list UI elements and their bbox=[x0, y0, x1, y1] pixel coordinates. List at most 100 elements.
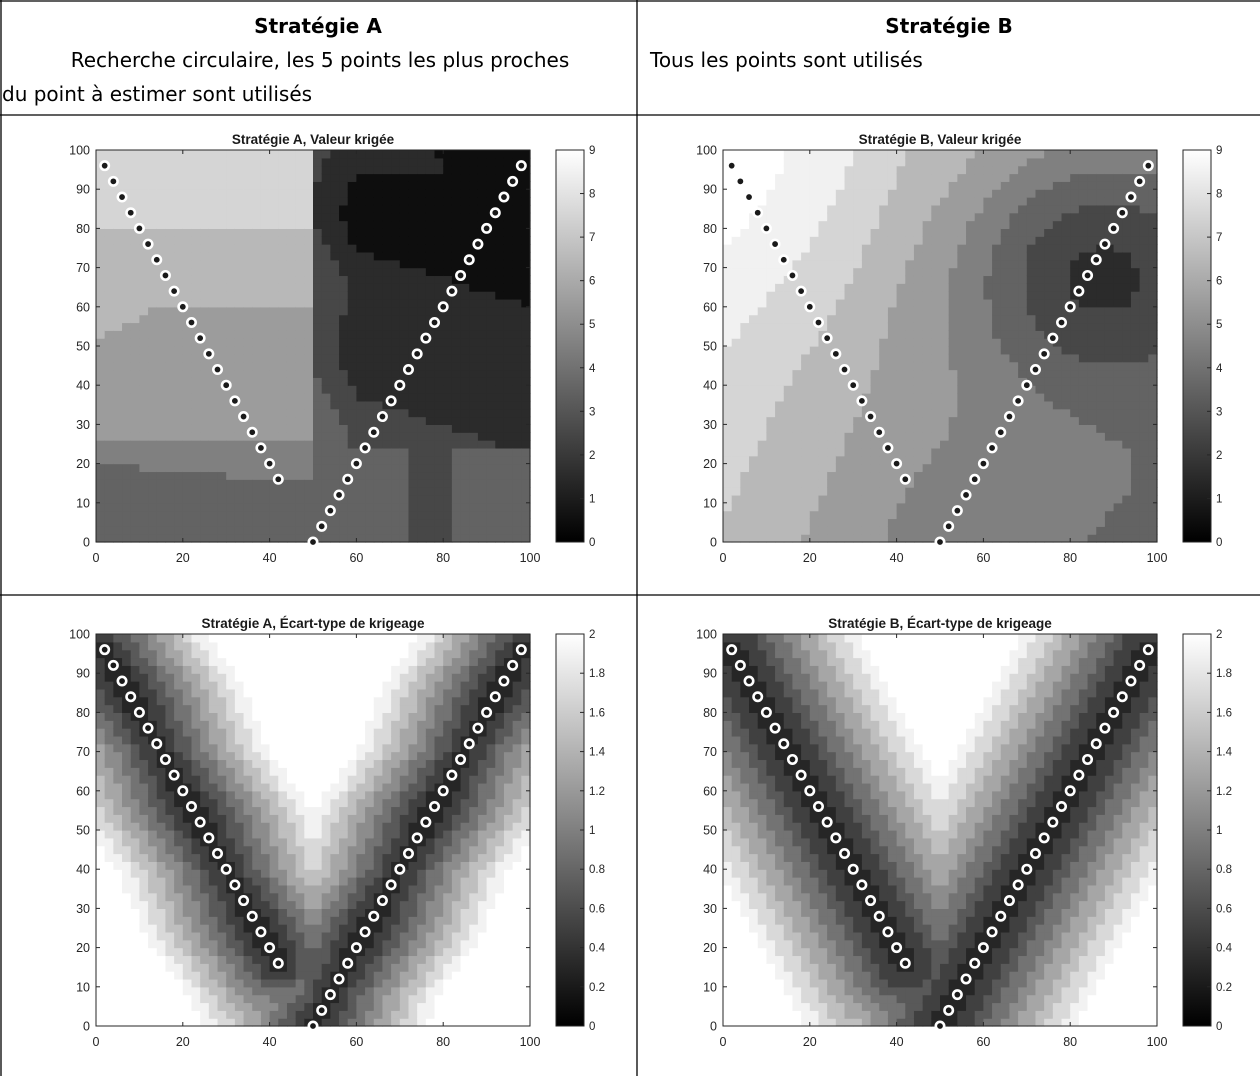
heatmap-cell bbox=[792, 346, 802, 355]
heatmap-cell bbox=[966, 487, 976, 496]
heatmap-cell bbox=[922, 471, 932, 480]
heatmap-cell bbox=[887, 408, 898, 418]
heatmap-cell bbox=[922, 393, 932, 402]
heatmap-cell bbox=[1009, 487, 1019, 496]
heatmap-cell bbox=[723, 385, 733, 394]
heatmap-cell bbox=[1070, 494, 1080, 504]
heatmap-cell bbox=[313, 197, 323, 206]
heatmap-cell bbox=[347, 267, 357, 277]
heatmap-cell bbox=[1070, 157, 1080, 167]
heatmap-cell bbox=[330, 502, 340, 512]
heatmap-cell bbox=[495, 479, 505, 488]
heatmap-cell bbox=[269, 393, 279, 402]
heatmap-cell bbox=[469, 251, 479, 261]
heatmap-cell bbox=[339, 244, 349, 253]
heatmap-cell bbox=[861, 283, 872, 292]
heatmap-cell bbox=[861, 440, 872, 449]
heatmap-cell bbox=[347, 259, 357, 269]
colorbar-tick-label: 6 bbox=[589, 276, 595, 288]
heatmap-cell bbox=[434, 361, 444, 371]
heatmap-cell bbox=[156, 228, 167, 237]
heatmap-cell bbox=[801, 298, 811, 308]
heatmap-cell bbox=[948, 259, 958, 269]
heatmap-cell bbox=[96, 447, 106, 457]
heatmap-cell bbox=[775, 291, 785, 300]
heatmap-cell bbox=[827, 236, 837, 245]
heatmap-cell bbox=[122, 228, 132, 237]
heatmap-cell bbox=[200, 400, 210, 410]
heatmap-cell bbox=[495, 267, 505, 277]
heatmap-cell bbox=[931, 212, 941, 222]
heatmap-cell bbox=[122, 283, 132, 292]
heatmap-cell bbox=[356, 377, 366, 386]
heatmap-cell bbox=[940, 416, 950, 425]
heatmap-cell bbox=[1052, 534, 1063, 543]
heatmap-cell bbox=[879, 259, 889, 269]
heatmap-cell bbox=[1009, 267, 1019, 277]
heatmap-cell bbox=[818, 424, 828, 433]
heatmap-cell bbox=[827, 275, 837, 284]
heatmap-cell bbox=[243, 424, 253, 433]
heatmap-cell bbox=[1087, 204, 1097, 214]
heatmap-cell bbox=[417, 259, 427, 269]
heatmap-cell bbox=[182, 283, 193, 292]
heatmap-cell bbox=[844, 267, 854, 277]
heatmap-cell bbox=[278, 385, 288, 394]
heatmap-cell bbox=[1009, 369, 1019, 378]
heatmap-cell bbox=[191, 346, 201, 355]
heatmap-cell bbox=[443, 416, 453, 425]
heatmap-cell bbox=[469, 181, 479, 190]
heatmap-cell bbox=[1035, 432, 1045, 441]
heatmap-cell bbox=[731, 251, 741, 261]
heatmap-cell bbox=[104, 534, 114, 543]
heatmap-cell bbox=[818, 197, 828, 206]
heatmap-cell bbox=[260, 471, 271, 480]
heatmap-cell bbox=[757, 173, 767, 182]
heatmap-cell bbox=[835, 298, 846, 308]
heatmap-cell bbox=[853, 400, 863, 410]
heatmap-cell bbox=[801, 228, 811, 237]
heatmap-cell bbox=[905, 471, 915, 480]
heatmap-cell bbox=[313, 306, 323, 316]
heatmap-cell bbox=[827, 479, 837, 488]
heatmap-cell bbox=[931, 236, 941, 245]
heatmap-cell bbox=[104, 432, 114, 441]
heatmap-cell bbox=[896, 283, 906, 292]
heatmap-cell bbox=[731, 173, 741, 182]
heatmap-cell bbox=[766, 189, 776, 198]
heatmap-cell bbox=[818, 400, 828, 410]
heatmap-cell bbox=[417, 526, 427, 535]
heatmap-cell bbox=[905, 338, 915, 347]
heatmap-cell bbox=[723, 244, 733, 253]
heatmap-cell bbox=[451, 416, 462, 425]
heatmap-cell bbox=[130, 212, 140, 222]
heatmap-cell bbox=[425, 204, 436, 214]
heatmap-cell bbox=[486, 393, 496, 402]
heatmap-cell bbox=[252, 283, 262, 292]
heatmap-cell bbox=[156, 173, 167, 182]
heatmap-cell bbox=[295, 440, 305, 449]
heatmap-cell bbox=[408, 157, 418, 167]
heatmap-cell bbox=[321, 251, 331, 261]
heatmap-cell bbox=[417, 502, 427, 512]
heatmap-cell bbox=[974, 479, 984, 488]
heatmap-cell bbox=[425, 197, 436, 206]
heatmap-cell bbox=[766, 353, 776, 363]
heatmap-cell bbox=[165, 157, 175, 167]
heatmap-cell bbox=[1044, 150, 1054, 159]
heatmap-cell bbox=[818, 377, 828, 386]
sample-point bbox=[324, 505, 336, 517]
heatmap-cell bbox=[451, 518, 462, 527]
heatmap-cell bbox=[260, 322, 271, 331]
heatmap-cell bbox=[486, 204, 496, 214]
heatmap-cell bbox=[156, 510, 167, 520]
heatmap-cell bbox=[148, 393, 158, 402]
heatmap-cell bbox=[130, 150, 140, 159]
heatmap-cell bbox=[148, 455, 158, 465]
heatmap-cell bbox=[148, 479, 158, 488]
heatmap-cell bbox=[503, 479, 514, 488]
heatmap-cell bbox=[1122, 173, 1132, 182]
heatmap-cell bbox=[156, 157, 167, 167]
heatmap-cell bbox=[835, 463, 846, 473]
heatmap-cell bbox=[983, 157, 993, 167]
